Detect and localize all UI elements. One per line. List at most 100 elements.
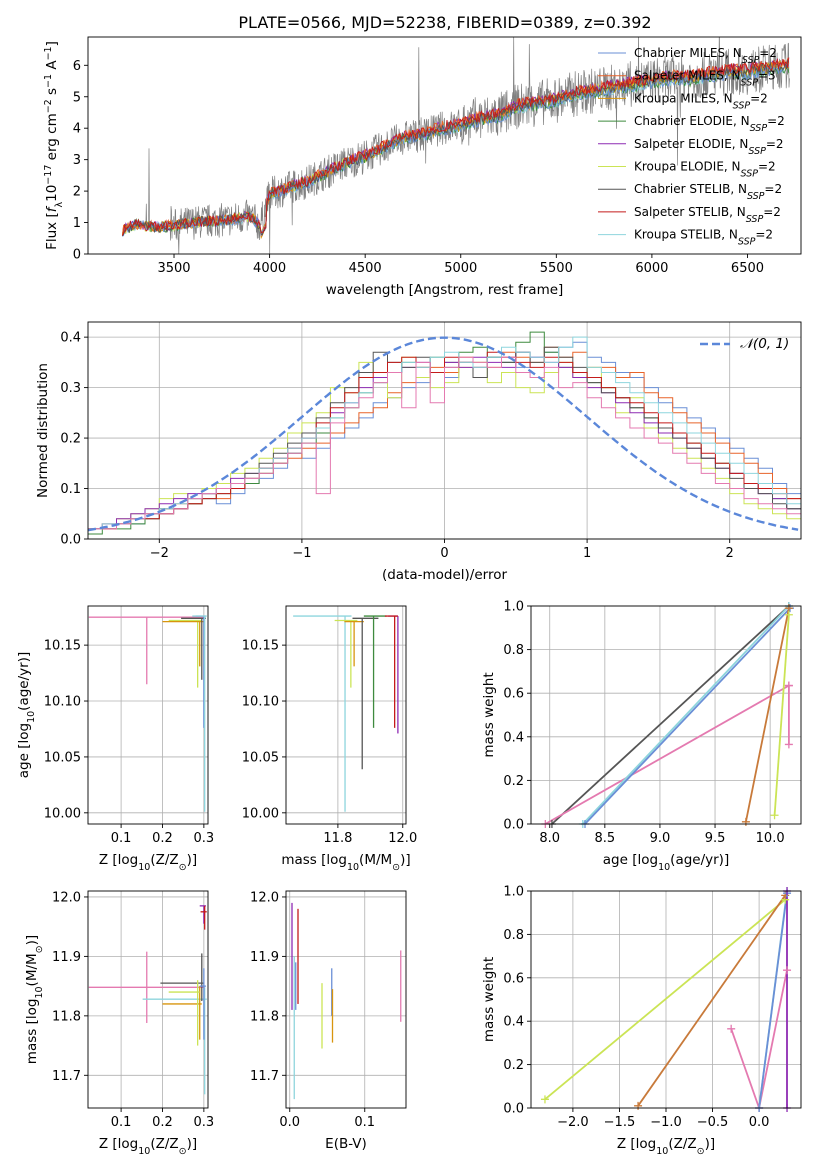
- legend-label: Chabrier MILES, NSSP=2: [634, 46, 777, 66]
- y-tick-label: 10.05: [242, 750, 279, 765]
- y-axis-label: Flux [fλ10−17 erg cm−2 s−1 A−1]: [43, 41, 65, 250]
- y-tick-label: 11.9: [250, 950, 279, 965]
- model-spectrum-chabrier_stelib: [122, 58, 790, 237]
- figure-title: PLATE=0566, MJD=52238, FIBERID=0389, z=0…: [238, 13, 651, 32]
- panel-age_vs_mass: 11.8 12.0 10.00 10.05 10.10 10.15 mass [log10(…: [242, 605, 417, 873]
- y-tick-label: 11.7: [250, 1069, 279, 1084]
- y-tick-label: 0.4: [503, 730, 524, 745]
- x-tick-label: 8.5: [594, 831, 615, 846]
- x-axis-label: mass [log10(M/M⊙)]: [281, 852, 410, 873]
- x-tick-label: 8.0: [539, 831, 560, 846]
- axes-frame: [285, 890, 407, 1109]
- weight-line-kroupa_elodie: [773, 614, 790, 816]
- legend: Chabrier MILES, NSSP=2 Salpeter MILES, NS…: [598, 46, 785, 247]
- axes-frame: [87, 605, 209, 825]
- plot-area-spectrum: [121, 37, 790, 254]
- axes-frame: [530, 890, 802, 1109]
- x-tick-label: 12.0: [388, 831, 417, 846]
- panel-residuals: −2 −1 0 1 2 0.0 0.1 0.2 0.3 0.4 (data-model)/error…: [35, 321, 802, 583]
- legend-label: Kroupa MILES, NSSP=2: [634, 91, 768, 111]
- model-spectrum-salpeter_stelib: [121, 57, 790, 236]
- x-axis-label: Z [log10(Z/Z⊙)]: [99, 852, 197, 873]
- x-tick-label: 0: [440, 546, 448, 561]
- legend-label: Kroupa ELODIE, NSSP=2: [634, 160, 776, 180]
- weight-line-pink: [730, 1028, 760, 1108]
- x-axis-label: Z [log10(Z/Z⊙)]: [99, 1136, 197, 1157]
- weight-marker: [727, 1024, 736, 1033]
- panel-spectrum: 3500 4000 4500 5000 5500 6000 6500 0 1 2 3 4 5 6 wavel…: [43, 36, 802, 298]
- y-tick-label: 10.10: [242, 695, 279, 710]
- weight-line-chabrier_miles: [584, 607, 791, 824]
- legend-label: Chabrier STELIB, NSSP=2: [634, 182, 782, 202]
- legend-label: Chabrier ELODIE, NSSP=2: [634, 114, 785, 134]
- y-axis-label: mass [log10(M/M⊙)]: [24, 935, 45, 1064]
- y-tick-label: 11.7: [52, 1069, 81, 1084]
- y-tick-label: 3: [73, 153, 81, 168]
- y-tick-label: 0.0: [503, 1102, 524, 1117]
- plot-area-mass_weight_vs_age: [544, 606, 791, 824]
- y-tick-label: 0.6: [503, 687, 524, 702]
- axes-frame: [87, 36, 802, 255]
- y-tick-label: 0.1: [60, 482, 81, 497]
- plot-area-mass_vs_Z: [88, 905, 207, 1095]
- panel-age_vs_Z: 0.1 0.2 0.3 10.00 10.05 10.10 10.15 Z [log10(Z/…: [16, 605, 215, 873]
- y-tick-label: 0.3: [60, 381, 81, 396]
- axes-frame: [285, 605, 407, 825]
- x-tick-label: 6000: [635, 261, 668, 276]
- weight-marker: [784, 610, 793, 619]
- x-axis-label: E(B-V): [325, 1136, 367, 1152]
- histogram-pink: [88, 356, 801, 530]
- x-tick-label: 0.0: [749, 1115, 770, 1130]
- y-tick-label: 10.05: [44, 750, 81, 765]
- x-tick-label: −1.0: [650, 1115, 682, 1130]
- panel-mass_vs_Z: 0.1 0.2 0.3 11.7 11.8 11.9 12.0 Z [log10(Z/Z⊙)]…: [24, 890, 214, 1156]
- x-axis-label: Z [log10(Z/Z⊙)]: [617, 1136, 715, 1157]
- weight-line-kroupa_elodie: [544, 899, 786, 1100]
- y-tick-label: 0.8: [503, 643, 524, 658]
- y-tick-label: 0.4: [60, 331, 81, 346]
- plot-area-age_vs_Z: [88, 615, 207, 812]
- x-tick-label: 0.2: [152, 831, 173, 846]
- weight-marker: [634, 1101, 643, 1110]
- y-axis-label: mass weight: [481, 957, 497, 1042]
- x-tick-label: −2: [150, 546, 169, 561]
- y-tick-label: 11.8: [250, 1009, 279, 1024]
- weight-line-kroupa_stelib: [582, 606, 790, 824]
- y-tick-label: 4: [73, 122, 81, 137]
- y-tick-label: 11.9: [52, 950, 81, 965]
- x-tick-label: 6500: [731, 261, 764, 276]
- x-tick-label: 0.1: [111, 831, 132, 846]
- x-tick-label: 9.5: [705, 831, 726, 846]
- weight-line-brown: [637, 894, 786, 1107]
- y-tick-label: 0.2: [503, 1058, 524, 1073]
- y-axis-label: age [log10(age/yr)]: [16, 652, 37, 778]
- y-tick-label: 0.2: [503, 774, 524, 789]
- plot-area-mass_vs_ebv: [291, 902, 402, 1100]
- y-tick-label: 10.00: [242, 806, 279, 821]
- panel-mass_vs_ebv: 0.0 0.1 11.7 11.8 11.9 12.0 E(B-V): [250, 890, 407, 1152]
- x-tick-label: −0.5: [697, 1115, 729, 1130]
- y-tick-label: 0.0: [503, 818, 524, 833]
- normal-curve-line: [88, 336, 799, 532]
- y-tick-label: 11.8: [52, 1009, 81, 1024]
- weight-marker: [741, 817, 750, 826]
- x-tick-label: 9.0: [650, 831, 671, 846]
- y-tick-label: 1.0: [503, 885, 524, 900]
- legend-label: Salpeter MILES, NSSP=3: [634, 69, 776, 89]
- x-tick-label: 0.1: [111, 1115, 132, 1130]
- weight-marker: [783, 966, 792, 975]
- histogram-salpeter_stelib: [88, 351, 801, 530]
- plot-area-mass_weight_vs_Z: [544, 891, 788, 1108]
- y-tick-label: 0.0: [60, 533, 81, 548]
- x-tick-label: 10.0: [756, 831, 785, 846]
- plot-area-residuals: [88, 331, 801, 535]
- legend-label: Kroupa STELIB, NSSP=2: [634, 228, 773, 248]
- y-axis-label: mass weight: [481, 672, 497, 757]
- y-tick-label: 12.0: [52, 890, 81, 905]
- x-tick-label: 0.3: [194, 831, 215, 846]
- x-tick-label: −2.0: [557, 1115, 589, 1130]
- legend-label: 𝒩(0, 1): [740, 336, 789, 352]
- panel-mass_weight_vs_age: 8.0 8.5 9.0 9.5 10.0 0.0 0.2 0.4 0.6 0.8 1.0 age [l…: [481, 600, 802, 873]
- x-tick-label: 5500: [540, 261, 573, 276]
